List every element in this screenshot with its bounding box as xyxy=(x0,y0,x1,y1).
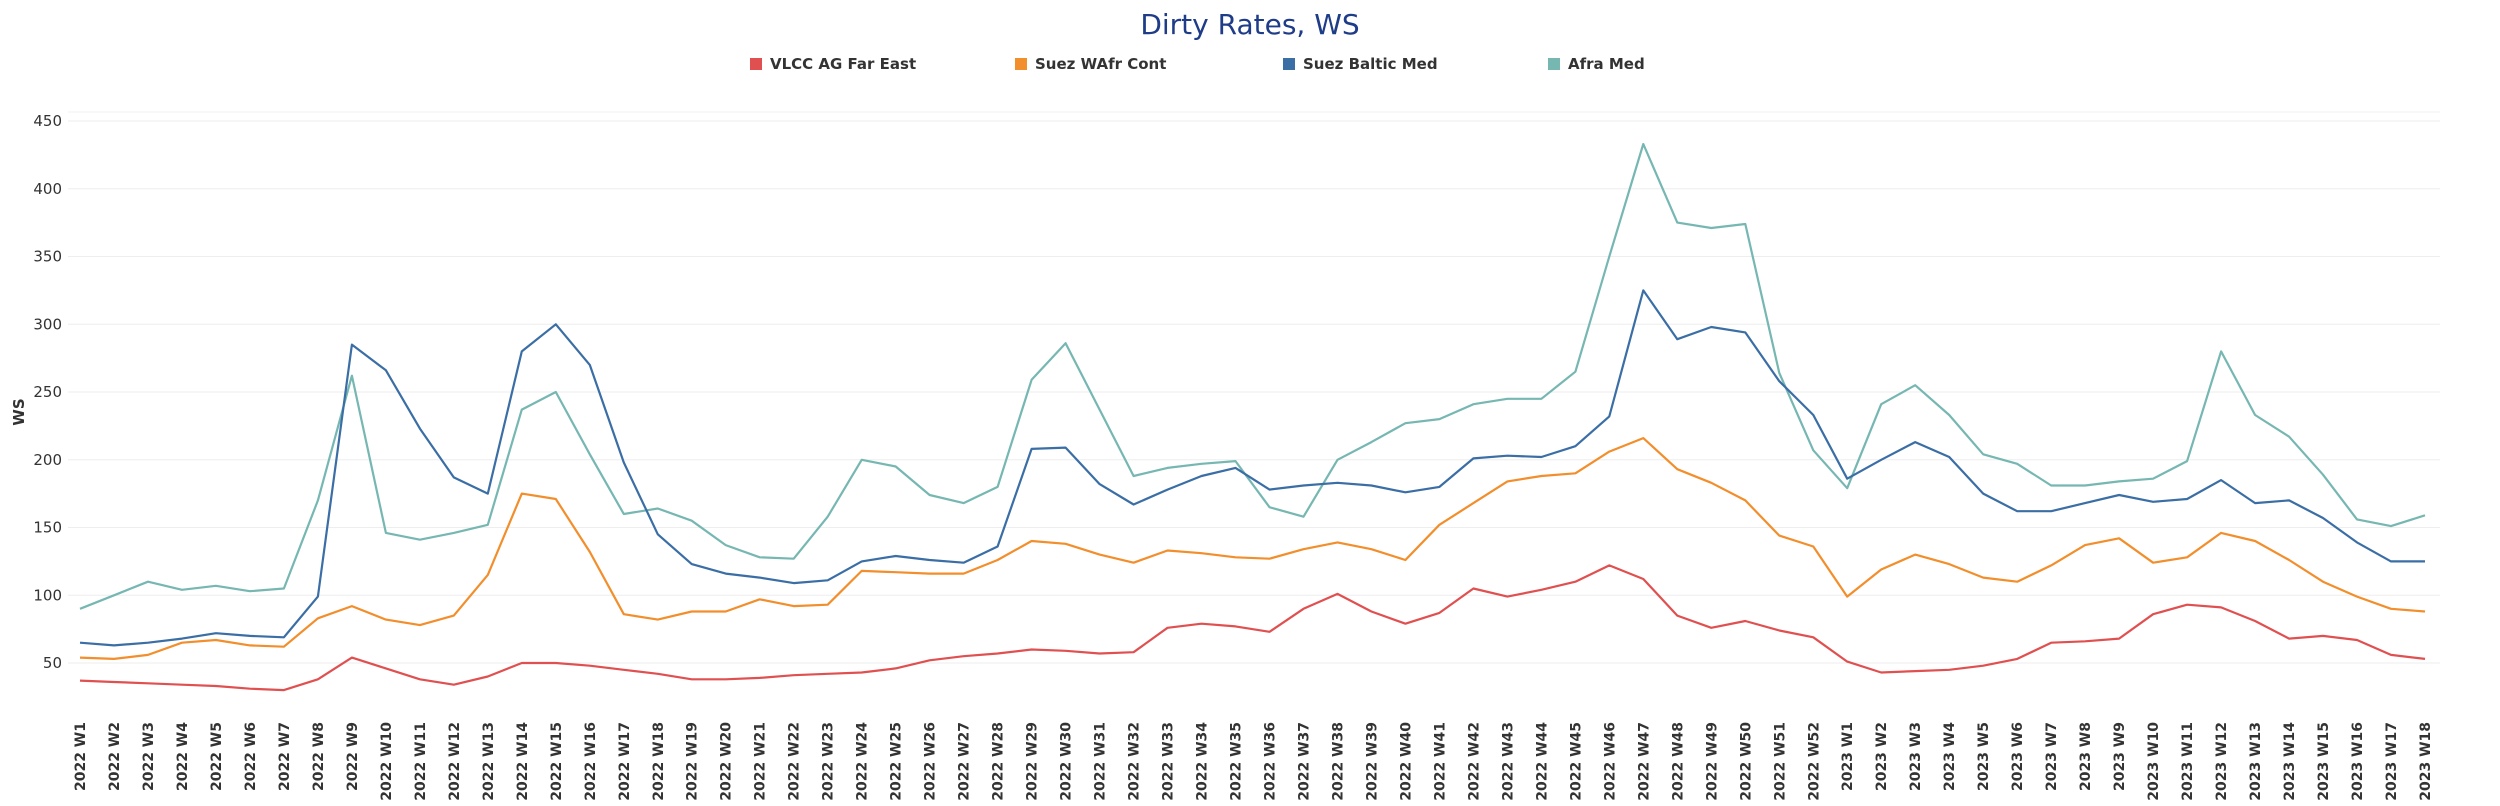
x-tick-label-2022-w40: 2022 W40 xyxy=(1398,722,1414,801)
y-tick-label-50: 50 xyxy=(43,654,62,672)
x-tick-label-2022-w42: 2022 W42 xyxy=(1466,722,1482,801)
y-tick-label-400: 400 xyxy=(33,180,62,198)
legend-label: Suez WAfr Cont xyxy=(1035,55,1167,73)
x-tick-label-2022-w24: 2022 W24 xyxy=(855,722,871,801)
x-tick-label-2022-w33: 2022 W33 xyxy=(1161,722,1177,801)
legend-item-suez-wafr-cont: Suez WAfr Cont xyxy=(1015,55,1166,73)
x-tick-label-2022-w37: 2022 W37 xyxy=(1296,722,1312,801)
x-tick-label-2022-w36: 2022 W36 xyxy=(1262,722,1278,801)
y-tick-label-100: 100 xyxy=(33,586,62,604)
x-tick-label-2022-w7: 2022 W7 xyxy=(277,722,293,791)
x-tick-label-2022-w6: 2022 W6 xyxy=(243,722,259,791)
x-tick-label-2022-w46: 2022 W46 xyxy=(1602,722,1618,801)
series-line-afra-med xyxy=(79,142,2426,610)
x-tick-label-2023-w3: 2023 W3 xyxy=(1908,722,1924,791)
x-tick-label-2023-w13: 2023 W13 xyxy=(2248,722,2264,801)
x-tick-label-2022-w27: 2022 W27 xyxy=(957,722,973,801)
x-tick-label-2023-w14: 2023 W14 xyxy=(2282,722,2298,801)
y-tick-label-200: 200 xyxy=(33,451,62,469)
x-tick-label-2022-w52: 2022 W52 xyxy=(1806,722,1822,801)
x-tick-label-2023-w15: 2023 W15 xyxy=(2316,722,2332,801)
x-tick-label-2022-w5: 2022 W5 xyxy=(209,722,225,791)
x-tick-label-2022-w50: 2022 W50 xyxy=(1738,722,1754,801)
x-tick-label-2022-w38: 2022 W38 xyxy=(1330,722,1346,801)
x-tick-label-2023-w16: 2023 W16 xyxy=(2350,722,2366,801)
x-tick-label-2022-w16: 2022 W16 xyxy=(583,722,599,801)
x-tick-label-2023-w11: 2023 W11 xyxy=(2180,722,2196,801)
legend-swatch xyxy=(750,58,762,70)
x-tick-label-2022-w51: 2022 W51 xyxy=(1772,722,1788,801)
x-tick-label-2022-w29: 2022 W29 xyxy=(1025,722,1041,801)
legend-item-vlcc-ag-far-east: VLCC AG Far East xyxy=(750,55,916,73)
x-tick-label-2022-w12: 2022 W12 xyxy=(447,722,463,801)
x-tick-label-2022-w35: 2022 W35 xyxy=(1229,722,1245,801)
legend-item-suez-baltic-med: Suez Baltic Med xyxy=(1283,55,1438,73)
y-tick-label-250: 250 xyxy=(33,383,62,401)
x-tick-label-2022-w11: 2022 W11 xyxy=(413,722,429,801)
x-tick-label-2022-w21: 2022 W21 xyxy=(753,722,769,801)
legend-item-afra-med: Afra Med xyxy=(1548,55,1645,73)
x-tick-label-2022-w34: 2022 W34 xyxy=(1195,722,1211,801)
legend: VLCC AG Far East Suez WAfr Cont Suez Balti… xyxy=(0,55,2500,79)
x-tick-label-2022-w25: 2022 W25 xyxy=(889,722,905,801)
x-tick-label-2023-w8: 2023 W8 xyxy=(2078,722,2094,791)
legend-swatch xyxy=(1548,58,1560,70)
x-tick-label-2022-w1: 2022 W1 xyxy=(73,722,89,791)
series-line-vlcc-ag-far-east xyxy=(79,564,2426,692)
x-tick-label-2022-w31: 2022 W31 xyxy=(1093,722,1109,801)
x-tick-label-2022-w13: 2022 W13 xyxy=(481,722,497,801)
x-tick-label-2022-w43: 2022 W43 xyxy=(1500,722,1516,801)
legend-swatch xyxy=(1015,58,1027,70)
x-tick-label-2023-w18: 2023 W18 xyxy=(2418,722,2434,801)
x-tick-label-2022-w26: 2022 W26 xyxy=(923,722,939,801)
x-tick-label-2022-w45: 2022 W45 xyxy=(1568,722,1584,801)
x-tick-label-2022-w39: 2022 W39 xyxy=(1364,722,1380,801)
x-tick-label-2022-w19: 2022 W19 xyxy=(685,722,701,801)
legend-label: Suez Baltic Med xyxy=(1303,55,1438,73)
y-axis-title: WS xyxy=(10,398,28,425)
x-tick-label-2022-w44: 2022 W44 xyxy=(1534,722,1550,801)
x-tick-label-2023-w5: 2023 W5 xyxy=(1976,722,1992,791)
x-tick-label-2022-w17: 2022 W17 xyxy=(617,722,633,801)
x-tick-label-2022-w49: 2022 W49 xyxy=(1704,722,1720,801)
x-tick-label-2022-w28: 2022 W28 xyxy=(991,722,1007,801)
x-tick-label-2022-w4: 2022 W4 xyxy=(175,722,191,791)
y-tick-label-150: 150 xyxy=(33,519,62,537)
x-tick-label-2023-w12: 2023 W12 xyxy=(2214,722,2230,801)
chart-title: Dirty Rates, WS xyxy=(1140,8,1360,41)
legend-label: VLCC AG Far East xyxy=(770,55,917,73)
x-tick-label-2022-w2: 2022 W2 xyxy=(107,722,123,791)
x-tick-label-2023-w4: 2023 W4 xyxy=(1942,722,1958,791)
x-tick-label-2023-w10: 2023 W10 xyxy=(2146,722,2162,801)
x-tick-label-2022-w30: 2022 W30 xyxy=(1059,722,1075,801)
x-tick-label-2022-w22: 2022 W22 xyxy=(787,722,803,801)
x-tick-label-2022-w23: 2022 W23 xyxy=(821,722,837,801)
x-tick-label-2023-w2: 2023 W2 xyxy=(1874,722,1890,791)
x-tick-label-2022-w18: 2022 W18 xyxy=(651,722,667,801)
x-tick-label-2022-w32: 2022 W32 xyxy=(1127,722,1143,801)
legend-label: Afra Med xyxy=(1568,55,1645,73)
x-tick-label-2022-w48: 2022 W48 xyxy=(1670,722,1686,801)
x-tick-label-2022-w41: 2022 W41 xyxy=(1432,722,1448,801)
x-tick-label-2022-w14: 2022 W14 xyxy=(515,722,531,801)
x-tick-label-2022-w9: 2022 W9 xyxy=(345,722,361,791)
legend-swatch xyxy=(1283,58,1295,70)
y-tick-label-300: 300 xyxy=(33,315,62,333)
x-tick-label-2022-w3: 2022 W3 xyxy=(141,722,157,791)
y-tick-label-350: 350 xyxy=(33,248,62,266)
x-tick-label-2023-w6: 2023 W6 xyxy=(2010,722,2026,791)
x-tick-label-2022-w8: 2022 W8 xyxy=(311,722,327,791)
series-line-suez-wafr-cont xyxy=(79,437,2426,661)
x-tick-label-2022-w10: 2022 W10 xyxy=(379,722,395,801)
x-tick-label-2023-w7: 2023 W7 xyxy=(2044,722,2060,791)
series-line-suez-baltic-med xyxy=(79,289,2425,647)
x-tick-label-2023-w9: 2023 W9 xyxy=(2112,722,2128,791)
x-tick-label-2022-w20: 2022 W20 xyxy=(719,722,735,801)
x-tick-label-2022-w47: 2022 W47 xyxy=(1636,722,1652,801)
y-tick-label-450: 450 xyxy=(33,112,62,130)
x-tick-label-2022-w15: 2022 W15 xyxy=(549,722,565,801)
x-tick-label-2023-w1: 2023 W1 xyxy=(1840,722,1856,791)
x-tick-label-2023-w17: 2023 W17 xyxy=(2384,722,2400,801)
